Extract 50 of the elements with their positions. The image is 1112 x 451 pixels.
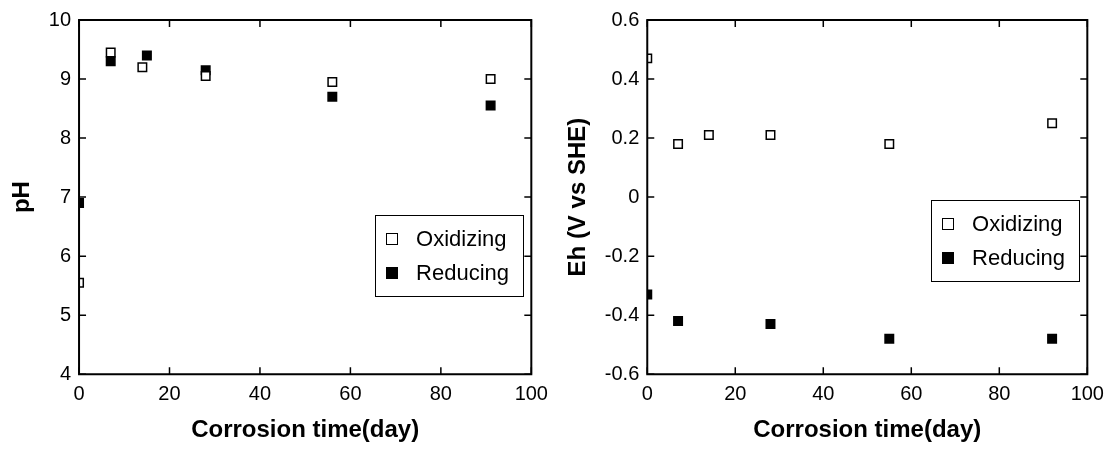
x-tick-label: 60 [900,381,923,404]
y-axis-title: pH [7,181,35,214]
point [884,138,895,149]
point [137,62,148,73]
x-tick-label: 20 [724,381,747,404]
y-tick-label: 0.4 [611,66,640,89]
y-tick-label: 0.6 [611,7,640,30]
point [485,100,496,111]
point [673,138,684,149]
x-tick-label: 40 [248,381,272,404]
point [485,74,496,85]
point [765,130,776,141]
point [327,76,338,87]
y-tick-label: 0 [628,184,640,207]
y-axis-title: Eh (V vs SHE) [563,117,591,277]
legend-label: Reducing [972,244,1065,272]
x-tick-label: 100 [514,381,548,404]
point [327,91,338,102]
x-tick-label: 100 [1070,381,1104,404]
x-axis-title: Corrosion time(day) [753,415,982,443]
point [703,130,714,141]
x-tick-label: 20 [158,381,181,404]
point [884,333,895,344]
point [1047,333,1058,344]
legend-label: Oxidizing [972,210,1063,238]
y-tick-label: -0.4 [604,302,640,325]
y-tick-label: 10 [48,7,72,30]
y-tick-label: 0.2 [611,125,640,148]
y-tick-label: -0.6 [604,361,640,384]
point [673,316,684,327]
x-tick-label: 60 [339,381,362,404]
legend-label: Oxidizing [416,225,507,253]
point [141,50,152,61]
x-axis-title: Corrosion time(day) [191,415,420,443]
y-tick-label: -0.2 [604,243,640,266]
point [1047,118,1058,129]
y-tick-label: 5 [59,302,72,325]
point [105,56,116,67]
point [765,319,776,330]
x-tick-label: 80 [988,381,1011,404]
legend-label: Reducing [416,259,509,287]
x-tick-label: 80 [429,381,452,404]
y-tick-label: 4 [59,361,72,384]
y-tick-label: 6 [59,243,72,266]
point [200,71,211,82]
x-tick-label: 40 [812,381,835,404]
y-tick-label: 7 [59,184,72,207]
y-tick-label: 9 [59,66,72,89]
y-tick-label: 8 [59,125,72,148]
point [105,47,116,58]
